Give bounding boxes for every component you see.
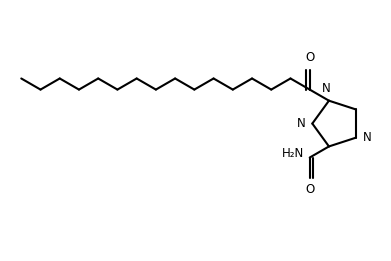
Text: N: N [363,131,371,144]
Text: N: N [322,82,331,95]
Text: O: O [305,51,314,64]
Text: N: N [297,117,305,130]
Text: O: O [305,183,314,196]
Text: H₂N: H₂N [282,147,304,160]
